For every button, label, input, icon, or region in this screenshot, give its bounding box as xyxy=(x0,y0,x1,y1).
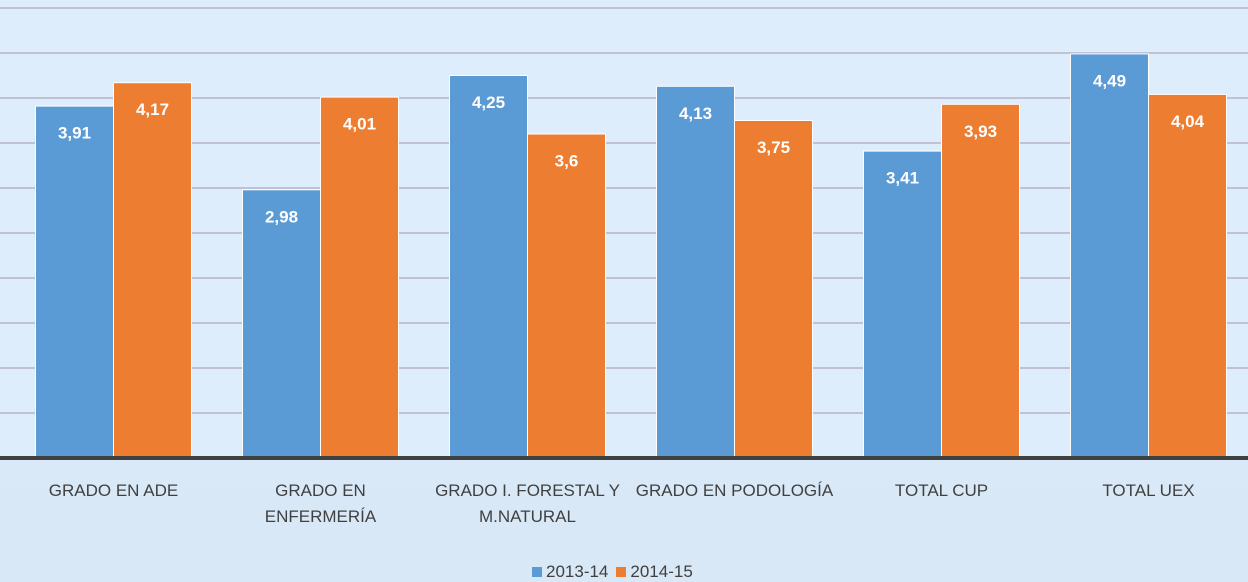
data-label: 3,75 xyxy=(757,138,790,157)
data-label: 4,25 xyxy=(472,93,505,112)
data-label: 4,13 xyxy=(679,104,712,123)
plot-area xyxy=(0,0,1248,458)
x-tick-label: TOTAL UEX xyxy=(1102,481,1195,500)
data-label: 4,01 xyxy=(343,115,376,134)
data-label: 4,49 xyxy=(1093,71,1126,90)
bar xyxy=(1148,93,1227,459)
data-label: 3,93 xyxy=(964,122,997,141)
x-tick-label: GRADO EN PODOLOGÍA xyxy=(635,481,834,500)
bar xyxy=(734,120,813,459)
x-tick-label: GRADO I. FORESTAL Y M.NATURAL xyxy=(435,481,620,526)
bar xyxy=(527,133,606,459)
legend-swatch xyxy=(616,567,627,577)
bar xyxy=(113,82,192,459)
data-label: 4,17 xyxy=(136,100,169,119)
legend-item: 2014-15 xyxy=(616,562,693,582)
data-label: 4,04 xyxy=(1171,112,1205,131)
bar xyxy=(656,85,735,459)
data-label: 2,98 xyxy=(265,207,298,226)
legend: 2013-14 2014-15 xyxy=(532,562,701,582)
bar xyxy=(242,189,321,459)
data-label: 3,41 xyxy=(886,169,919,188)
legend-label: 2014-15 xyxy=(630,562,693,581)
bar xyxy=(1070,53,1149,459)
legend-swatch xyxy=(532,567,542,577)
legend-label: 2013-14 xyxy=(546,562,609,581)
x-tick-label: GRADO EN ADE xyxy=(48,481,179,500)
bar xyxy=(863,150,942,459)
data-label: 3,6 xyxy=(555,151,579,170)
legend-item: 2013-14 xyxy=(532,562,608,582)
data-label: 3,91 xyxy=(58,124,91,143)
bar xyxy=(35,105,114,459)
bar xyxy=(449,75,528,459)
x-tick-label: GRADO EN ENFERMERÍA xyxy=(264,481,377,526)
bar xyxy=(320,96,399,459)
bar xyxy=(941,103,1020,459)
x-tick-label: TOTAL CUP xyxy=(894,481,989,500)
